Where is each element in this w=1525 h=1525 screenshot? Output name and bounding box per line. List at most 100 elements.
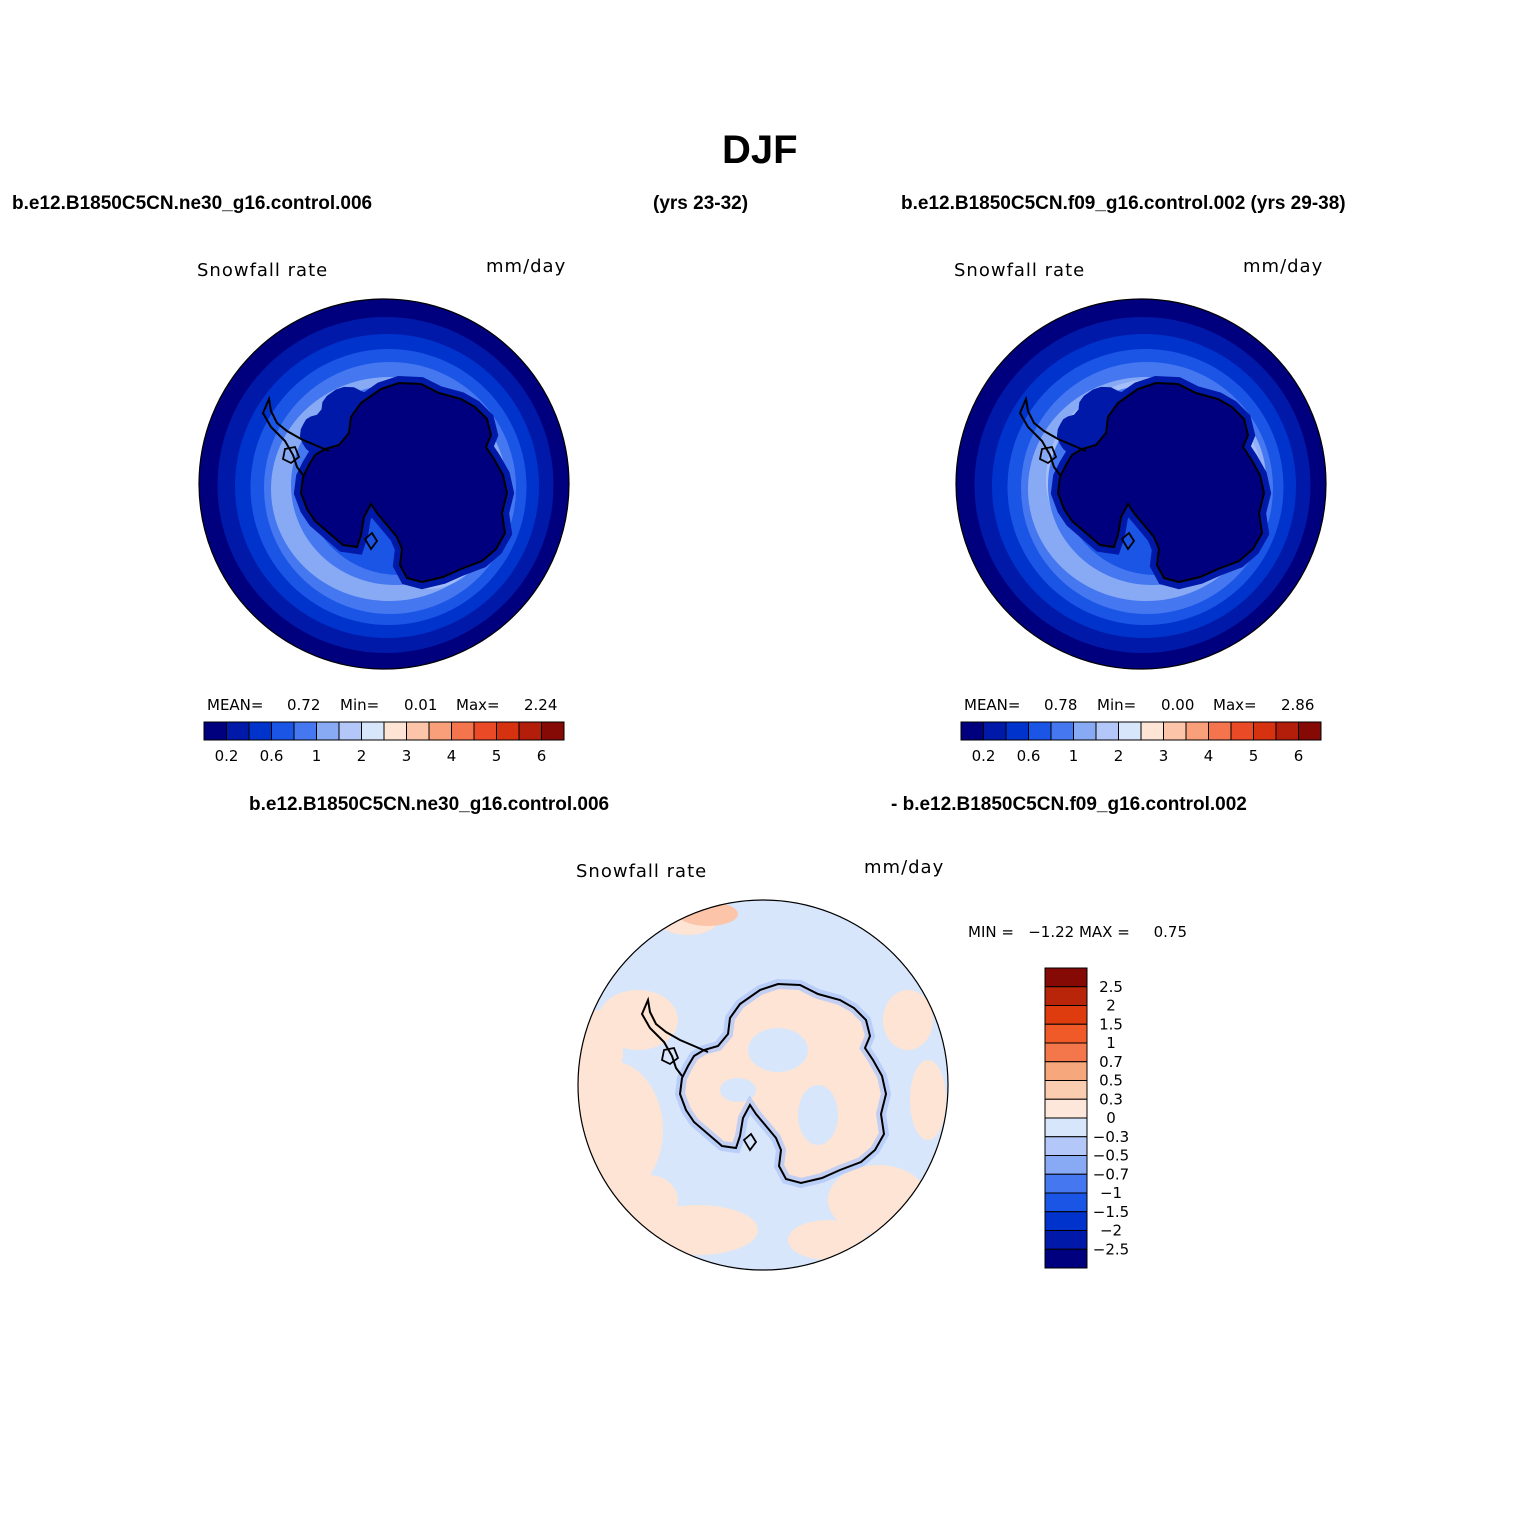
colorbar-tick-label: −1.5 — [1093, 1203, 1129, 1221]
colorbar-tick-label: 5 — [1249, 747, 1259, 765]
case-b-label: b.e12.B1850C5CN.f09_g16.control.002 (yrs… — [901, 193, 1346, 214]
colorbar-box — [983, 721, 1007, 741]
panel2-max-value: 2.86 — [1281, 696, 1315, 714]
colorbar-box — [1044, 1098, 1088, 1119]
coastline — [299, 381, 509, 584]
field-patch — [748, 1028, 808, 1072]
colorbar-box — [1044, 1136, 1088, 1156]
panel1-colorbar: 0.2 0.6 1 2 3 4 5 6 — [203, 721, 565, 765]
map-field — [956, 299, 1326, 669]
colorbar-tick-label: −0.5 — [1093, 1147, 1129, 1165]
colorbar-box — [1044, 1155, 1088, 1175]
panel2-variable-label: Snowfall rate — [954, 260, 1086, 281]
colorbar-box — [1208, 721, 1232, 741]
colorbar-box — [406, 721, 430, 741]
colorbar-box — [1095, 721, 1119, 741]
colorbar-tick-label: 5 — [492, 747, 502, 765]
colorbar-box — [361, 721, 385, 741]
colorbar-box — [203, 721, 227, 741]
colorbar-box — [1044, 1005, 1088, 1025]
panel1-min-value: 0.01 — [404, 696, 438, 714]
colorbar-box — [338, 721, 362, 741]
panel1-max-label: Max= — [456, 696, 500, 714]
colorbar-tick-label: 0 — [1106, 1109, 1116, 1127]
colorbar-box — [1044, 1173, 1088, 1194]
panel2-min-label: Min= — [1097, 696, 1137, 714]
panel1-max-value: 2.24 — [524, 696, 558, 714]
colorbar-tick-label: 0.2 — [215, 747, 239, 765]
colorbar-box — [1044, 1042, 1088, 1063]
map-border — [198, 298, 570, 670]
colorbar-box — [1044, 1117, 1088, 1138]
colorbar-tick-label: 0.6 — [260, 747, 284, 765]
colorbar-tick-label: −0.7 — [1093, 1165, 1129, 1183]
colorbar-box — [1073, 721, 1097, 741]
colorbar-tick-label: 3 — [1159, 747, 1169, 765]
panel2-min-value: 0.00 — [1161, 696, 1195, 714]
field-patch — [910, 1060, 946, 1140]
case-a-label: b.e12.B1850C5CN.ne30_g16.control.006 — [12, 193, 373, 214]
colorbar-box — [1140, 721, 1164, 741]
panel2-map — [955, 298, 1327, 670]
diff-colorbar: 2.521.510.70.50.30−0.3−0.5−0.7−1−1.5−2−2… — [1044, 967, 1129, 1269]
field-patch — [798, 1085, 838, 1145]
colorbar-box — [1044, 967, 1088, 988]
colorbar-box — [383, 721, 407, 741]
colorbar-tick-label: 1 — [1069, 747, 1079, 765]
coastline-island — [742, 1132, 758, 1152]
diff-minmax-text: MIN = −1.22 MAX = 0.75 — [968, 923, 1188, 941]
diff-case-b-label: - b.e12.B1850C5CN.f09_g16.control.002 — [891, 794, 1247, 815]
case-a-years: (yrs 23-32) — [653, 193, 749, 214]
field-patch — [678, 902, 738, 926]
continent-field — [1058, 383, 1264, 582]
colorbar-box — [1044, 1080, 1088, 1100]
colorbar-tick-label: 6 — [1294, 747, 1304, 765]
colorbar-box — [1028, 721, 1052, 741]
colorbar-box — [1118, 721, 1142, 741]
map-border — [577, 899, 949, 1271]
panel2-mean-value: 0.78 — [1044, 696, 1078, 714]
colorbar-tick-label: −2 — [1100, 1222, 1122, 1240]
colorbar-box — [1005, 721, 1029, 741]
coastline-island — [1038, 445, 1058, 465]
field-patch — [578, 1010, 623, 1090]
colorbar-box — [1044, 1061, 1088, 1081]
coastline-peninsula — [1018, 395, 1087, 476]
map-field — [199, 299, 569, 669]
colorbar-box — [293, 721, 317, 741]
field-patch — [720, 1078, 756, 1102]
colorbar-box — [473, 721, 497, 741]
coastline-island — [281, 445, 301, 465]
colorbar-tick-label: −2.5 — [1093, 1240, 1129, 1258]
colorbar-box — [1230, 721, 1254, 741]
panel1-mean-label: MEAN= — [207, 696, 264, 714]
panel1-variable-label: Snowfall rate — [197, 260, 329, 281]
colorbar-box — [1044, 1248, 1088, 1269]
colorbar-box — [518, 721, 542, 741]
colorbar-tick-label: 1 — [312, 747, 322, 765]
colorbar-box — [541, 721, 565, 741]
colorbar-tick-label: 3 — [402, 747, 412, 765]
colorbar-box — [1044, 1192, 1088, 1213]
map-field — [578, 900, 948, 1270]
colorbar-tick-label: 1.5 — [1099, 1015, 1123, 1033]
panel1-units-label: mm/day — [486, 256, 567, 277]
colorbar-box — [1044, 1230, 1088, 1250]
field-patch — [883, 990, 933, 1050]
continent-field — [301, 383, 507, 582]
colorbar-box — [271, 721, 295, 741]
colorbar-box — [316, 721, 340, 741]
colorbar-tick-label: 4 — [1204, 747, 1214, 765]
main-title: DJF — [722, 128, 798, 172]
coastline-island — [363, 531, 379, 551]
colorbar-box — [1044, 1211, 1088, 1231]
panel2-mean-label: MEAN= — [964, 696, 1021, 714]
colorbar-tick-label: 2 — [1114, 747, 1124, 765]
coastline-peninsula — [261, 395, 330, 476]
coastline-peninsula — [640, 996, 709, 1077]
colorbar-tick-label: 0.6 — [1017, 747, 1041, 765]
colorbar-box — [1253, 721, 1277, 741]
colorbar-box — [428, 721, 452, 741]
colorbar-box — [1275, 721, 1299, 741]
coastline-island — [660, 1046, 680, 1066]
